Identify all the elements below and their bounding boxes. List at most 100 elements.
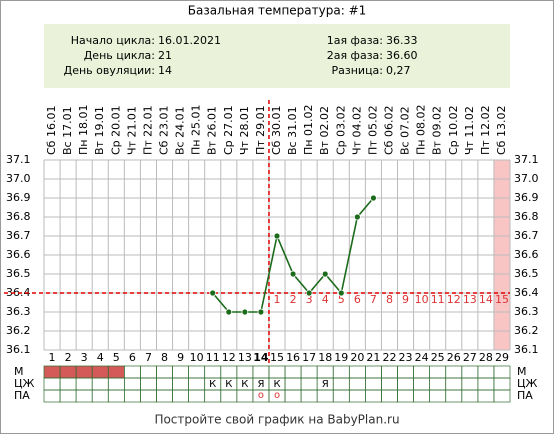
day-label: 19 — [334, 351, 348, 364]
menstruation-cell — [76, 366, 93, 378]
date-label: Вс 17.01 — [61, 106, 74, 155]
info-box — [44, 24, 510, 88]
y-tick-label: 36.6 — [514, 248, 539, 261]
date-label: Пт 29.01 — [254, 105, 267, 155]
day-label: 10 — [190, 351, 204, 364]
phase-day: 4 — [322, 293, 329, 306]
date-label: Пн 25.01 — [190, 105, 203, 155]
date-label: Вс 31.01 — [286, 106, 299, 155]
date-label: Сб 13.02 — [495, 106, 508, 155]
date-label: Сб 23.01 — [158, 106, 171, 155]
date-label: Вс 07.02 — [399, 106, 412, 155]
y-tick-label: 36.4 — [514, 286, 539, 299]
info-value: 16.01.2021 — [158, 34, 221, 47]
point — [353, 213, 361, 221]
test-mark: о — [274, 390, 280, 401]
date-label: Пт 12.02 — [479, 105, 492, 155]
y-tick-label: 37.0 — [6, 172, 31, 185]
day-label: 25 — [431, 351, 445, 364]
info-label: 1ая фаза: — [327, 34, 383, 47]
test-mark: о — [258, 390, 264, 401]
phase-day: 1 — [274, 293, 281, 306]
cervical-mark: К — [273, 379, 280, 390]
cervical-mark: К — [241, 379, 248, 390]
date-label: Ср 27.01 — [222, 105, 235, 155]
day-label: 6 — [129, 351, 136, 364]
day-label: 5 — [113, 351, 120, 364]
point — [209, 289, 217, 297]
phase-day: 15 — [495, 293, 509, 306]
point — [257, 308, 265, 316]
y-tick-label: 36.7 — [6, 229, 31, 242]
day-label: 28 — [479, 351, 493, 364]
date-label: Пт 22.01 — [141, 105, 154, 155]
day-label: 18 — [318, 351, 332, 364]
chart-title: Базальная температура: #1 — [188, 4, 367, 18]
date-label: Вт 19.01 — [93, 106, 106, 155]
row-label: ЦЖ — [14, 377, 35, 390]
date-label: Пт 05.02 — [366, 105, 379, 155]
day-label: 8 — [161, 351, 168, 364]
y-tick-label: 36.8 — [6, 210, 31, 223]
y-tick-label: 36.6 — [6, 248, 31, 261]
menstruation-cell — [44, 366, 61, 378]
day-label: 24 — [415, 351, 429, 364]
date-label: Чт 11.02 — [463, 106, 476, 155]
day-label: 20 — [350, 351, 364, 364]
day-label: 29 — [495, 351, 509, 364]
footer: Постройте свой график на BabyPlan.ru — [154, 413, 399, 427]
date-label: Сб 16.01 — [45, 106, 58, 155]
date-label: Вс 24.01 — [174, 106, 187, 155]
y-tick-label: 36.5 — [514, 267, 539, 280]
day-label: 13 — [238, 351, 252, 364]
phase-day: 6 — [354, 293, 361, 306]
row-label: М — [517, 365, 527, 378]
date-label: Чт 04.02 — [350, 106, 363, 155]
info-value: 14 — [158, 64, 172, 77]
date-label: Ср 10.02 — [447, 105, 460, 155]
y-tick-label: 36.2 — [6, 324, 31, 337]
phase-day: 5 — [338, 293, 345, 306]
day-label: 26 — [447, 351, 461, 364]
phase-day: 11 — [431, 293, 445, 306]
y-tick-label: 37.1 — [514, 153, 539, 166]
day-label: 12 — [222, 351, 236, 364]
phase-day: 12 — [447, 293, 461, 306]
y-tick-label: 36.9 — [514, 191, 539, 204]
phase-day: 13 — [463, 293, 477, 306]
phase-day: 3 — [306, 293, 313, 306]
y-tick-label: 36.2 — [514, 324, 539, 337]
day-label: 16 — [286, 351, 300, 364]
info-value: 21 — [158, 49, 172, 62]
day-label: 7 — [145, 351, 152, 364]
date-label: Вт 09.02 — [431, 106, 444, 155]
info-label: День цикла: — [84, 49, 155, 62]
row-label: ЦЖ — [517, 377, 538, 390]
point — [370, 194, 377, 202]
y-tick-label: 36.1 — [514, 343, 539, 356]
point — [321, 270, 329, 278]
date-label: Вт 26.01 — [206, 106, 219, 155]
phase-day: 14 — [479, 293, 493, 306]
cervical-mark: К — [225, 379, 232, 390]
y-tick-label: 36.9 — [6, 191, 31, 204]
info-value: 36.60 — [386, 49, 418, 62]
y-tick-label: 36.7 — [514, 229, 539, 242]
day-label: 9 — [177, 351, 184, 364]
row-label: М — [14, 365, 24, 378]
day-label: 14 — [253, 351, 269, 364]
date-label: Пн 18.01 — [77, 105, 90, 155]
y-tick-label: 37.0 — [514, 172, 539, 185]
day-label: 15 — [270, 351, 284, 364]
day-label: 17 — [302, 351, 316, 364]
date-label: Пн 08.02 — [415, 105, 428, 155]
day-label: 4 — [97, 351, 104, 364]
point — [289, 270, 297, 278]
date-label: Чт 21.01 — [125, 106, 138, 155]
y-tick-label: 36.8 — [514, 210, 539, 223]
menstruation-cell — [60, 366, 77, 378]
row-label: ПА — [517, 389, 533, 402]
point — [241, 308, 249, 316]
date-label: Ср 20.01 — [109, 105, 122, 155]
